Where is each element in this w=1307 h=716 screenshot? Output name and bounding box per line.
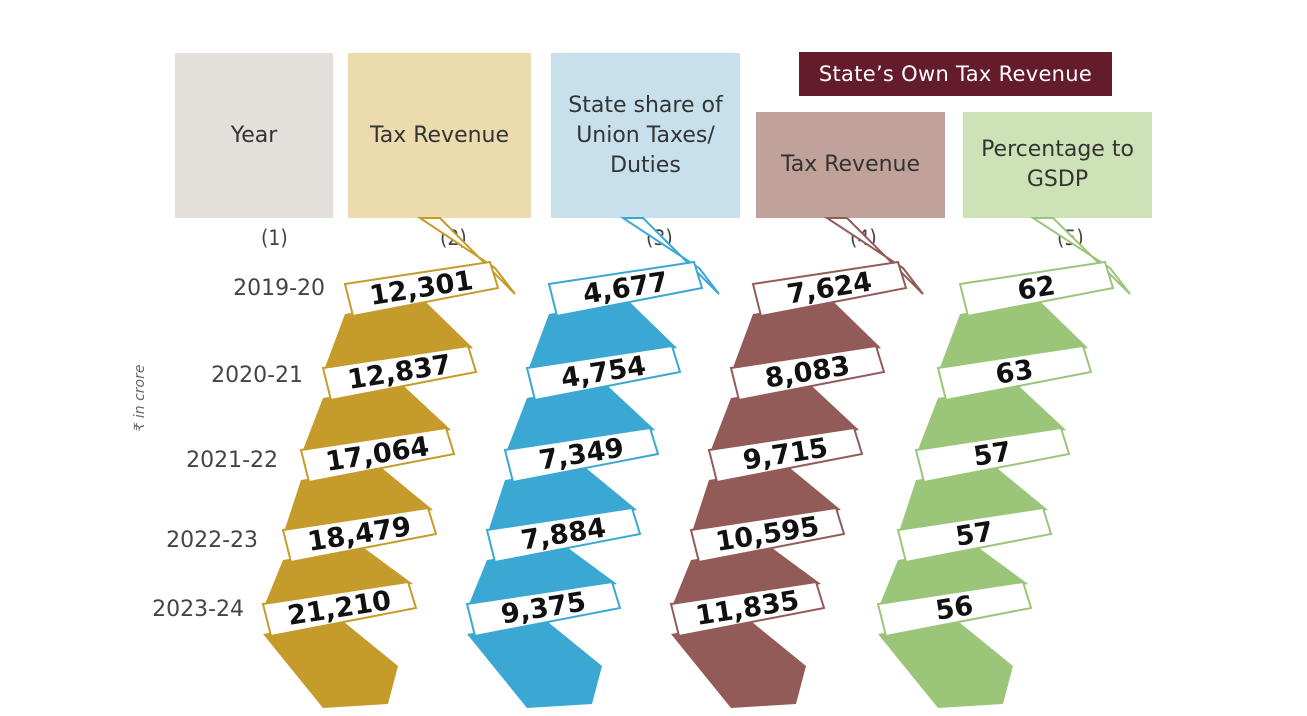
ribbon-fold: [878, 621, 1013, 708]
ribbon-fold: [527, 301, 677, 373]
value-label: 56: [933, 590, 975, 626]
header-own-tax-group-label: State’s Own Tax Revenue: [818, 62, 1093, 86]
value-label: 57: [953, 516, 995, 552]
value-box: [914, 426, 1071, 484]
value-box: [707, 426, 864, 484]
ribbon-fold: [505, 385, 655, 455]
value-box: [485, 506, 642, 564]
series-pct-gsdp: 62 63 57 57 56: [876, 217, 1131, 708]
year-label: 2022-23: [166, 528, 258, 553]
value-box: [343, 260, 500, 318]
ribbon-fold: [709, 385, 859, 455]
header-state-share-line1: State share of: [568, 92, 723, 118]
value-box: [281, 506, 438, 564]
year-label: 2021-22: [186, 448, 278, 473]
ribbon-fold: [691, 467, 841, 535]
year-label: 2019-20: [233, 276, 325, 301]
header-state-share-line3: Duties: [610, 152, 681, 178]
header-tax-revenue-label: Tax Revenue: [369, 122, 510, 148]
ribbon-fold: [487, 467, 637, 535]
year-label: 2023-24: [152, 597, 244, 622]
value-box: [958, 260, 1115, 318]
ribbon-fold: [263, 621, 398, 708]
ribbon-connector: [823, 217, 924, 295]
value-label: 62: [1015, 270, 1057, 306]
header-state-share: State share of Union Taxes/ Duties: [551, 53, 740, 218]
value-box: [299, 426, 456, 484]
value-box: [525, 344, 682, 402]
value-box: [729, 344, 886, 402]
ribbon-fold: [301, 385, 451, 455]
ribbon-fold: [878, 547, 1028, 609]
value-box: [689, 506, 846, 564]
header-state-share-line2: Union Taxes/: [576, 122, 715, 148]
value-box: [936, 344, 1093, 402]
ribbon-fold: [283, 467, 433, 535]
header-pct-line2: GSDP: [1026, 167, 1089, 192]
ribbon-fold: [263, 547, 413, 609]
header-pct-line1: Percentage to: [981, 137, 1134, 162]
value-box: [751, 260, 908, 318]
header-own-tax-revenue-label: Tax Revenue: [780, 152, 921, 177]
value-label: 4,677: [581, 267, 670, 311]
ribbon-connector: [416, 217, 516, 295]
ribbon-fold: [467, 547, 617, 609]
value-box: [261, 580, 418, 638]
ribbon-fold: [916, 385, 1066, 455]
value-box: [669, 580, 826, 638]
value-label: 57: [971, 436, 1013, 472]
header-percentage-gsdp: Percentage to GSDP: [963, 112, 1152, 218]
value-box: [503, 426, 660, 484]
ribbon-fold: [323, 301, 473, 373]
header-tax-revenue: Tax Revenue: [348, 53, 531, 218]
ribbon-connector: [619, 217, 720, 295]
header-own-tax-revenue: Tax Revenue: [756, 112, 945, 218]
ribbon-fold: [671, 621, 806, 708]
value-box: [876, 580, 1033, 638]
ribbon-fold: [467, 621, 602, 708]
ribbon-fold: [898, 467, 1048, 535]
value-box: [465, 580, 622, 638]
value-box: [321, 344, 478, 402]
value-box: [896, 506, 1053, 564]
ribbon-fold: [938, 301, 1088, 373]
value-label: 7,624: [785, 267, 874, 311]
value-label: 63: [993, 354, 1035, 390]
ribbon-fold: [731, 301, 881, 373]
column-number-1: (1): [261, 226, 288, 250]
header-year-label: Year: [230, 122, 278, 148]
header-own-tax-group: State’s Own Tax Revenue: [799, 52, 1112, 96]
ribbon-fold: [671, 547, 821, 609]
year-label: 2020-21: [211, 363, 303, 388]
header-year: Year: [175, 53, 333, 218]
value-box: [547, 260, 704, 318]
ribbon-connector: [1029, 217, 1131, 295]
